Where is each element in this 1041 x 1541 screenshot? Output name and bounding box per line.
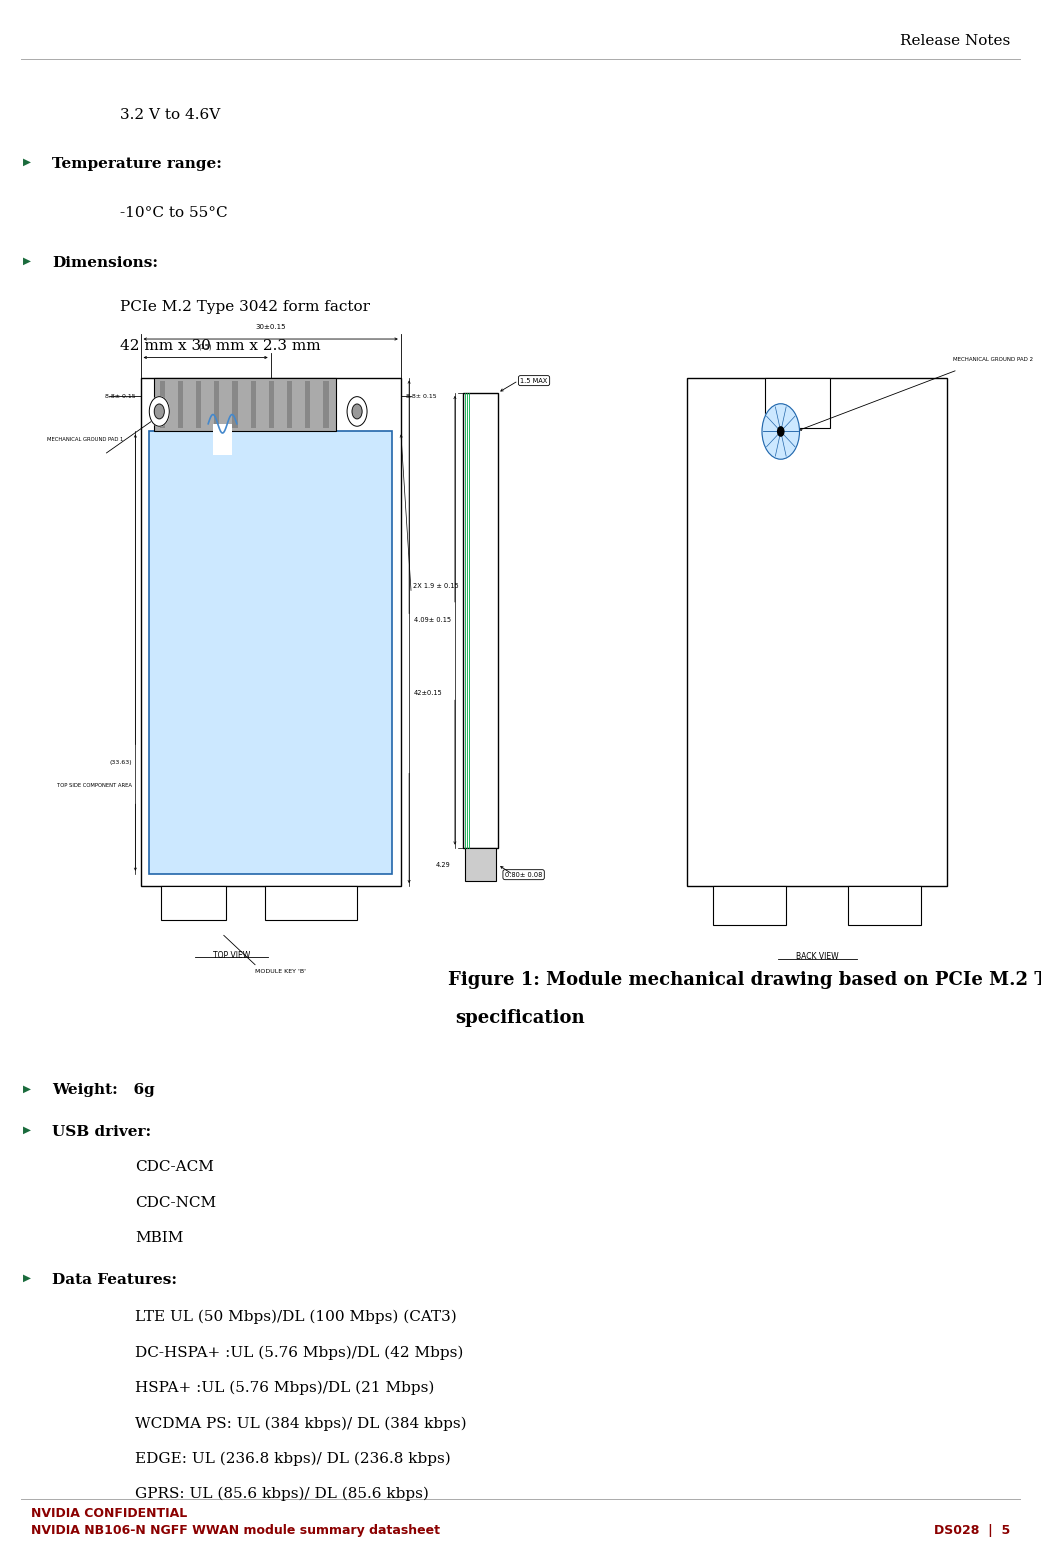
Bar	[687, 378, 947, 886]
Text: MECHANICAL GROUND PAD 2: MECHANICAL GROUND PAD 2	[953, 358, 1033, 362]
Bar	[269, 381, 274, 428]
Text: 42±0.15: 42±0.15	[413, 690, 442, 697]
Text: USB driver:: USB driver:	[52, 1125, 151, 1139]
Circle shape	[347, 396, 367, 427]
Text: TOP VIEW: TOP VIEW	[213, 951, 250, 960]
Text: ▶: ▶	[23, 1083, 31, 1093]
Text: DS028  |  5: DS028 | 5	[934, 1524, 1010, 1536]
Bar	[154, 378, 335, 431]
Circle shape	[762, 404, 799, 459]
Text: 2X 1.9 ± 0.15: 2X 1.9 ± 0.15	[413, 582, 459, 589]
Text: (33.63): (33.63)	[109, 760, 132, 766]
Text: ▶: ▶	[23, 157, 31, 166]
Circle shape	[154, 404, 164, 419]
Text: 3.2 V to 4.6V: 3.2 V to 4.6V	[120, 108, 220, 122]
Text: 8.8± 0.15: 8.8± 0.15	[406, 393, 436, 399]
Text: 4.09± 0.15: 4.09± 0.15	[413, 618, 451, 623]
Text: MECHANICAL GROUND PAD 1: MECHANICAL GROUND PAD 1	[47, 436, 123, 442]
Bar	[213, 424, 232, 455]
Text: 30±0.15: 30±0.15	[255, 324, 286, 330]
Text: Dimensions:: Dimensions:	[52, 256, 158, 270]
Text: ▶: ▶	[23, 1273, 31, 1282]
Text: MODULE KEY 'B': MODULE KEY 'B'	[255, 969, 306, 974]
Text: CDC-ACM: CDC-ACM	[135, 1160, 214, 1174]
Bar	[265, 886, 356, 920]
Bar	[232, 381, 237, 428]
Bar	[848, 886, 921, 925]
Bar	[287, 381, 293, 428]
Bar	[713, 886, 786, 925]
Text: ▶: ▶	[23, 256, 31, 265]
Circle shape	[778, 427, 784, 436]
Text: WCDMA PS: UL (384 kbps)/ DL (384 kbps): WCDMA PS: UL (384 kbps)/ DL (384 kbps)	[135, 1416, 467, 1430]
Circle shape	[149, 396, 170, 427]
Text: NVIDIA CONFIDENTIAL: NVIDIA CONFIDENTIAL	[31, 1507, 187, 1519]
Text: 4.29: 4.29	[436, 861, 451, 868]
Bar	[141, 378, 401, 886]
Bar	[765, 378, 831, 428]
Bar	[159, 381, 164, 428]
Text: -10°C to 55°C: -10°C to 55°C	[120, 206, 227, 220]
Text: CDC-NCM: CDC-NCM	[135, 1196, 217, 1210]
Text: Data Features:: Data Features:	[52, 1273, 177, 1287]
Text: 8.8± 0.15: 8.8± 0.15	[105, 393, 135, 399]
Bar	[251, 381, 256, 428]
Bar	[178, 381, 183, 428]
Bar	[465, 848, 496, 881]
Text: EDGE: UL (236.8 kbps)/ DL (236.8 kbps): EDGE: UL (236.8 kbps)/ DL (236.8 kbps)	[135, 1452, 451, 1465]
Text: DC-HSPA+ :UL (5.76 Mbps)/DL (42 Mbps): DC-HSPA+ :UL (5.76 Mbps)/DL (42 Mbps)	[135, 1345, 463, 1359]
Text: LTE UL (50 Mbps)/DL (100 Mbps) (CAT3): LTE UL (50 Mbps)/DL (100 Mbps) (CAT3)	[135, 1310, 457, 1324]
Text: Release Notes: Release Notes	[899, 34, 1010, 48]
Bar	[305, 381, 310, 428]
Bar	[324, 381, 329, 428]
Bar	[196, 381, 201, 428]
Bar	[463, 393, 498, 848]
Text: BACK VIEW: BACK VIEW	[796, 952, 838, 962]
Text: PCIe M.2 Type 3042 form factor: PCIe M.2 Type 3042 form factor	[120, 300, 370, 314]
Text: TOP SIDE COMPONENT AREA: TOP SIDE COMPONENT AREA	[57, 783, 132, 789]
Bar	[149, 431, 392, 874]
Text: ▶: ▶	[23, 1125, 31, 1134]
Bar	[214, 381, 220, 428]
Text: Figure 1: Module mechanical drawing based on PCIe M.2 Type 3042: Figure 1: Module mechanical drawing base…	[448, 971, 1041, 989]
Text: Weight:   6g: Weight: 6g	[52, 1083, 155, 1097]
Text: (15): (15)	[199, 344, 212, 350]
Text: NVIDIA NB106-N NGFF WWAN module summary datasheet: NVIDIA NB106-N NGFF WWAN module summary …	[31, 1524, 440, 1536]
Text: MBIM: MBIM	[135, 1231, 183, 1245]
Text: 1.5 MAX: 1.5 MAX	[520, 378, 548, 384]
Circle shape	[352, 404, 362, 419]
Text: HSPA+ :UL (5.76 Mbps)/DL (21 Mbps): HSPA+ :UL (5.76 Mbps)/DL (21 Mbps)	[135, 1381, 435, 1395]
Text: Temperature range:: Temperature range:	[52, 157, 222, 171]
Bar	[161, 886, 226, 920]
Text: GPRS: UL (85.6 kbps)/ DL (85.6 kbps): GPRS: UL (85.6 kbps)/ DL (85.6 kbps)	[135, 1487, 429, 1501]
Text: 0.80± 0.08: 0.80± 0.08	[505, 872, 542, 878]
Text: specification: specification	[456, 1009, 585, 1028]
Text: 42 mm x 30 mm x 2.3 mm: 42 mm x 30 mm x 2.3 mm	[120, 339, 321, 353]
